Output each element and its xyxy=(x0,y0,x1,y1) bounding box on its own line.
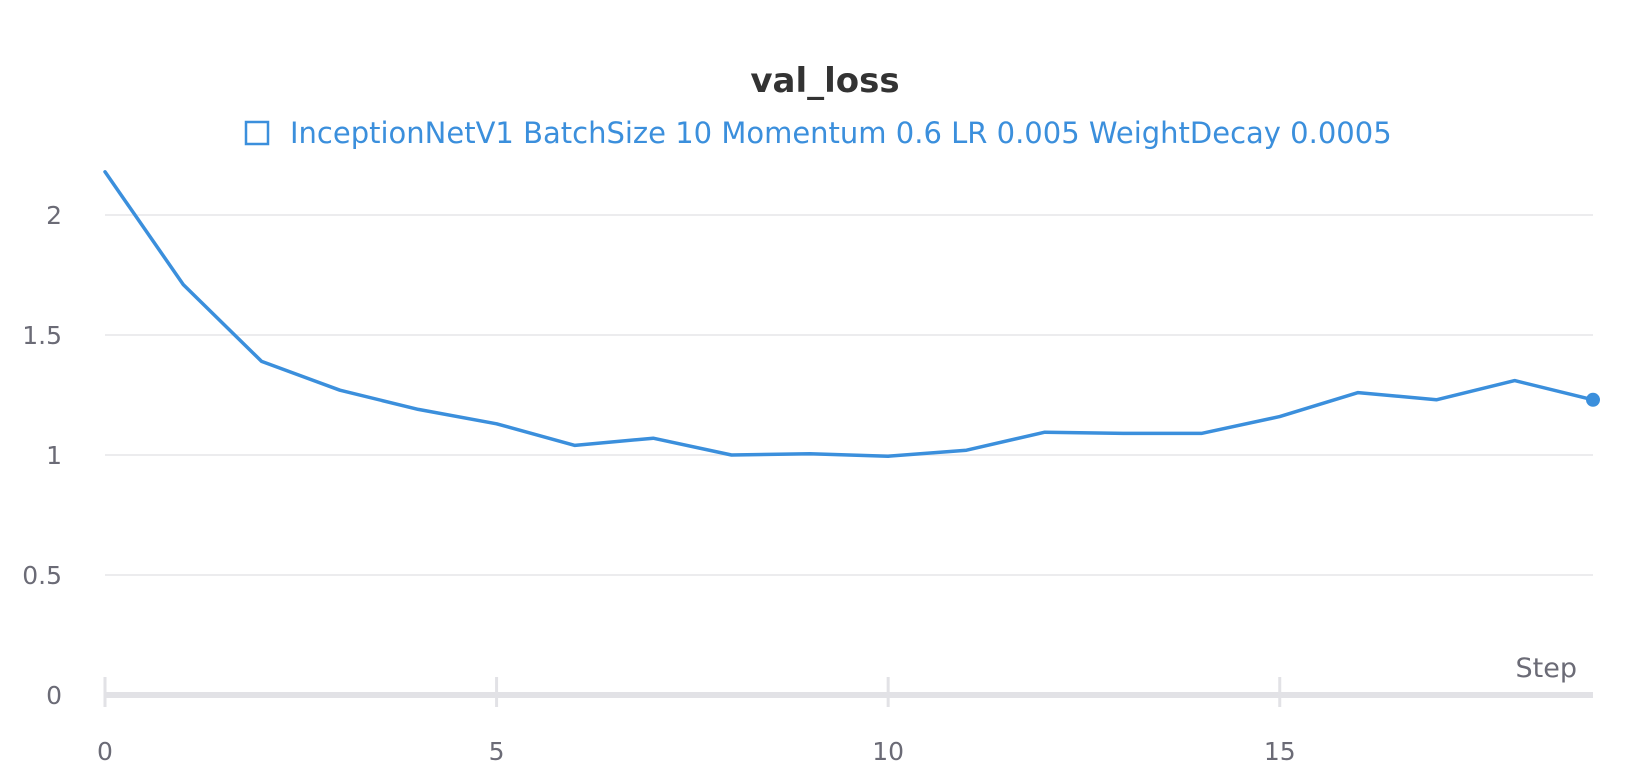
series-end-point[interactable] xyxy=(1586,392,1600,407)
y-tick-label: 2 xyxy=(46,201,62,230)
chart-labels: val_loss InceptionNetV1 BatchSize 10 Mom… xyxy=(22,61,1577,766)
x-tick-label: 15 xyxy=(1264,737,1296,766)
legend-label[interactable]: InceptionNetV1 BatchSize 10 Momentum 0.6… xyxy=(290,116,1392,150)
chart-title: val_loss xyxy=(750,61,899,101)
y-tick-label: 1.5 xyxy=(22,321,62,350)
legend-marker[interactable] xyxy=(244,120,270,146)
series-line[interactable] xyxy=(103,170,1595,458)
x-tick-label: 10 xyxy=(872,737,904,766)
grid-lines xyxy=(105,214,1593,576)
y-tick-label: 0 xyxy=(46,681,62,710)
y-tick-label: 1 xyxy=(46,441,62,470)
x-tick-label: 5 xyxy=(489,737,505,766)
x-axis-label: Step xyxy=(1516,653,1577,684)
x-tick-label: 0 xyxy=(97,737,113,766)
series-layer xyxy=(103,170,1600,458)
legend[interactable]: InceptionNetV1 BatchSize 10 Momentum 0.6… xyxy=(244,116,1392,150)
y-tick-label: 0.5 xyxy=(22,561,62,590)
x-axis xyxy=(103,677,1593,707)
